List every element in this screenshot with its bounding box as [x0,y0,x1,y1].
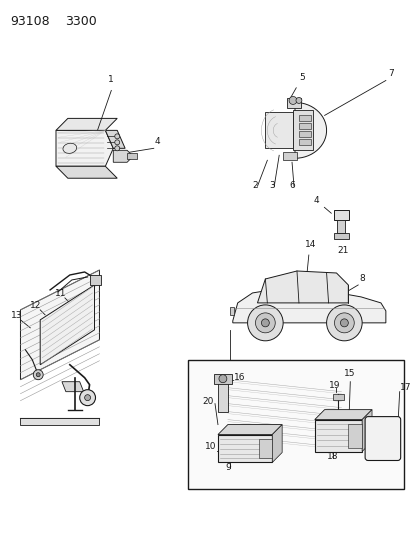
Text: 21: 21 [337,246,348,255]
Text: 14: 14 [304,240,316,249]
Text: 93108: 93108 [11,15,50,28]
Text: 15: 15 [344,369,355,378]
Polygon shape [298,131,310,138]
Circle shape [114,140,119,145]
Circle shape [114,146,119,151]
Circle shape [295,98,301,103]
Circle shape [339,319,347,327]
Text: 7: 7 [387,69,393,78]
Text: 6: 6 [288,181,294,190]
Polygon shape [127,154,137,159]
Text: 13: 13 [11,311,22,320]
Polygon shape [292,110,312,150]
Polygon shape [56,131,113,166]
Text: 5: 5 [290,74,304,98]
Polygon shape [56,166,117,178]
Polygon shape [282,152,296,160]
Circle shape [33,370,43,379]
Text: 11: 11 [55,289,66,298]
Polygon shape [89,275,101,285]
Polygon shape [332,394,344,400]
Polygon shape [298,123,310,130]
Ellipse shape [63,143,76,154]
Text: 4: 4 [154,138,160,147]
Circle shape [255,313,275,333]
Polygon shape [286,99,300,108]
Text: 12: 12 [30,301,42,310]
Text: 18: 18 [326,453,337,462]
Text: 8: 8 [358,274,364,283]
Polygon shape [214,374,231,384]
Polygon shape [62,382,83,392]
Circle shape [84,394,90,401]
Polygon shape [259,439,272,458]
Text: 19: 19 [328,381,339,390]
Polygon shape [298,116,310,122]
Circle shape [288,96,296,104]
Polygon shape [294,102,326,158]
Polygon shape [272,425,282,463]
Polygon shape [20,417,99,425]
Circle shape [261,319,269,327]
Bar [188,360,403,489]
Polygon shape [265,112,292,148]
Text: 17: 17 [399,383,410,392]
Polygon shape [40,285,94,365]
Polygon shape [56,118,117,131]
Polygon shape [229,307,233,315]
Circle shape [326,305,361,341]
FancyBboxPatch shape [364,417,400,461]
Polygon shape [337,220,344,233]
Polygon shape [232,289,385,323]
Polygon shape [314,410,371,419]
Polygon shape [314,419,361,451]
Circle shape [36,373,40,377]
Polygon shape [347,424,361,448]
Text: 3: 3 [269,181,274,190]
Polygon shape [298,139,310,146]
Text: 2: 2 [252,181,258,190]
Polygon shape [217,382,227,411]
Circle shape [114,134,119,139]
Polygon shape [20,270,99,379]
Polygon shape [217,425,282,434]
Circle shape [334,313,354,333]
Polygon shape [361,410,371,451]
Text: 1: 1 [108,76,114,85]
Text: 9: 9 [225,464,231,472]
Text: 16: 16 [233,373,244,382]
Text: 20: 20 [202,397,214,406]
Circle shape [218,375,226,383]
Polygon shape [333,233,349,239]
Polygon shape [113,150,133,162]
Text: 3300: 3300 [65,15,96,28]
Circle shape [80,390,95,406]
Polygon shape [257,271,347,303]
Text: 4: 4 [313,196,330,213]
Polygon shape [217,434,272,463]
Text: 10: 10 [204,441,216,450]
Polygon shape [105,131,125,148]
Circle shape [247,305,282,341]
Polygon shape [333,210,349,220]
